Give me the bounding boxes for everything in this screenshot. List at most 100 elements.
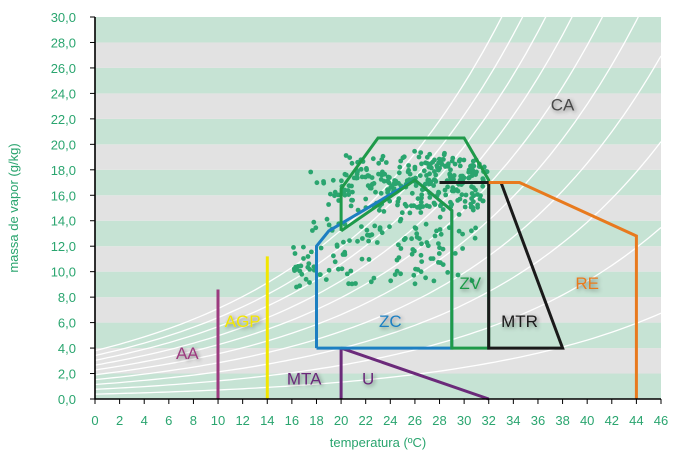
- data-point: [370, 156, 376, 162]
- humidity-curve: [95, 55, 661, 381]
- data-point: [331, 253, 336, 259]
- data-point: [427, 195, 433, 200]
- data-point: [366, 257, 372, 262]
- humidity-curve: [95, 17, 604, 371]
- x-tick-label: 18: [309, 413, 323, 428]
- y-tick-label: 18,0: [51, 163, 76, 178]
- background-band: [95, 246, 661, 272]
- data-point: [324, 216, 330, 222]
- data-point: [417, 173, 423, 179]
- y-tick-label: 28,0: [51, 36, 76, 51]
- x-tick-label: 36: [531, 413, 545, 428]
- data-point: [396, 196, 402, 202]
- data-point: [355, 238, 360, 244]
- data-point: [303, 276, 309, 282]
- data-point: [336, 192, 341, 198]
- zone-labels: AA AGP MTA U ZC ZV MTR RE CA: [176, 96, 599, 389]
- data-point: [403, 236, 408, 241]
- y-tick-label: 16,0: [51, 188, 76, 203]
- data-points: [291, 148, 490, 290]
- data-point: [349, 183, 354, 189]
- zone-re-outline: [488, 181, 638, 399]
- data-point: [341, 239, 346, 245]
- data-point: [364, 227, 370, 233]
- data-point: [445, 184, 450, 190]
- data-point: [469, 184, 474, 190]
- data-point: [448, 167, 453, 173]
- data-point: [437, 227, 443, 232]
- data-point: [423, 221, 429, 227]
- data-point: [468, 163, 473, 169]
- y-tick-label: 2,0: [58, 367, 76, 382]
- data-point: [321, 179, 326, 184]
- x-tick-label: 32: [481, 413, 495, 428]
- humidity-curve: [95, 17, 547, 361]
- x-tick-label: 0: [91, 413, 98, 428]
- data-point: [452, 161, 458, 167]
- data-point: [445, 270, 451, 275]
- data-point: [455, 188, 461, 194]
- data-point: [376, 171, 381, 177]
- data-point: [418, 199, 424, 205]
- zone-label-re: RE: [575, 274, 599, 293]
- data-point: [398, 271, 403, 277]
- data-point: [377, 225, 383, 231]
- data-point: [394, 268, 400, 274]
- data-point: [349, 281, 355, 287]
- data-point: [323, 277, 329, 282]
- data-point: [401, 154, 407, 160]
- data-point: [414, 234, 420, 240]
- data-point: [421, 168, 427, 174]
- data-point: [398, 246, 404, 251]
- x-tick-label: 26: [408, 413, 422, 428]
- data-point: [399, 210, 405, 216]
- data-point: [427, 151, 433, 157]
- data-point: [438, 231, 444, 237]
- data-point: [371, 275, 377, 281]
- y-tick-labels: 0,0 2,0 4,0 6,0 8,0 10,0 12,0 14,0 16,0 18,0 20,0 2…: [51, 10, 76, 407]
- data-point: [326, 222, 332, 228]
- data-point: [359, 224, 364, 230]
- x-tick-label: 42: [605, 413, 619, 428]
- data-point: [317, 272, 323, 278]
- data-point: [409, 236, 414, 242]
- data-point: [413, 266, 418, 272]
- data-point: [419, 195, 424, 201]
- data-point: [413, 183, 419, 189]
- data-point: [458, 173, 464, 179]
- data-point: [432, 233, 438, 239]
- zone-label-zc: ZC: [379, 312, 402, 331]
- data-point: [301, 244, 306, 250]
- data-point: [407, 210, 413, 216]
- humidity-curve: [95, 141, 661, 386]
- data-point: [443, 163, 449, 169]
- data-point: [407, 171, 413, 177]
- data-point: [383, 160, 389, 165]
- data-point: [470, 205, 476, 210]
- y-axis-title: massa de vapor (g/kg): [6, 143, 21, 272]
- background-band: [95, 67, 661, 94]
- data-point: [449, 158, 455, 164]
- data-point: [419, 259, 425, 264]
- data-point: [326, 267, 332, 273]
- data-point: [342, 192, 348, 198]
- data-point: [439, 157, 445, 163]
- humidity-curve: [95, 17, 573, 366]
- data-point: [343, 153, 349, 158]
- data-point: [480, 198, 486, 204]
- data-point: [350, 189, 355, 195]
- data-point: [472, 235, 478, 241]
- background-band: [95, 42, 661, 68]
- data-point: [348, 203, 354, 209]
- data-point: [306, 261, 312, 266]
- data-point: [457, 157, 463, 163]
- data-point: [436, 251, 442, 256]
- data-point: [478, 193, 483, 199]
- x-tick-labels: 0 2 4 6 8 10 12 14 16 18 20 22 24 26 28 30 32 34 36 38 40 42 4…: [91, 413, 668, 428]
- x-tick-label: 8: [190, 413, 197, 428]
- data-point: [463, 192, 469, 198]
- data-point: [353, 175, 359, 181]
- data-point: [346, 281, 351, 287]
- data-point: [442, 150, 447, 156]
- data-point: [339, 178, 344, 184]
